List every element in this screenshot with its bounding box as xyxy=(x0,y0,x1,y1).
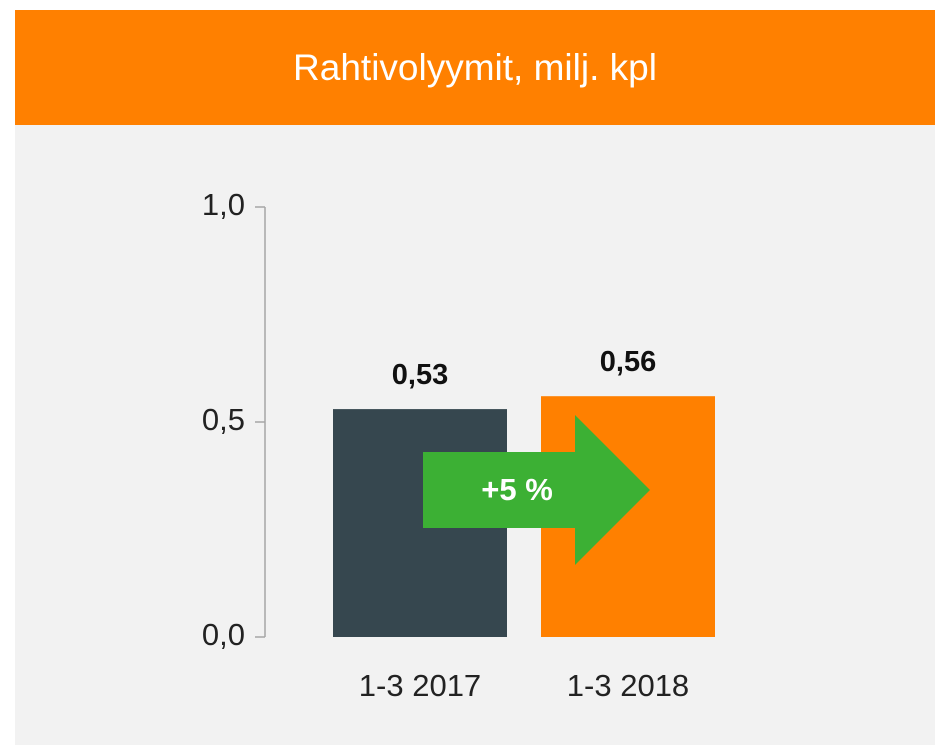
chart-title: Rahtivolyymit, milj. kpl xyxy=(293,47,657,88)
data-label: 0,53 xyxy=(392,359,448,391)
x-tick-label: 1-3 2018 xyxy=(567,668,689,703)
growth-arrow xyxy=(423,415,650,565)
x-tick-label: 1-3 2017 xyxy=(359,668,481,703)
y-tick-label: 0,0 xyxy=(202,617,245,652)
growth-label: +5 % xyxy=(481,472,553,507)
y-tick-label: 0,5 xyxy=(202,402,245,437)
header-band xyxy=(15,10,935,125)
data-label: 0,56 xyxy=(600,346,656,378)
y-tick-label: 1,0 xyxy=(202,187,245,222)
